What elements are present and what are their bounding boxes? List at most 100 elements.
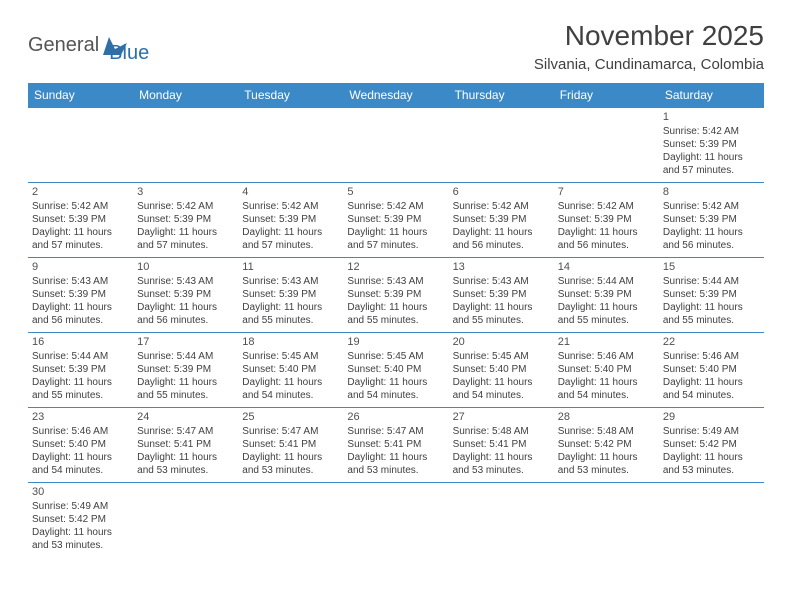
daylight-text: Daylight: 11 hours and 53 minutes. bbox=[137, 451, 234, 477]
day-number: 23 bbox=[32, 410, 129, 424]
calendar-cell: 28Sunrise: 5:48 AMSunset: 5:42 PMDayligh… bbox=[554, 408, 659, 483]
sunset-text: Sunset: 5:40 PM bbox=[663, 363, 760, 376]
sunrise-text: Sunrise: 5:47 AM bbox=[347, 425, 444, 438]
calendar-week-row: 2Sunrise: 5:42 AMSunset: 5:39 PMDaylight… bbox=[28, 183, 764, 258]
sunset-text: Sunset: 5:39 PM bbox=[453, 213, 550, 226]
calendar-body: 1Sunrise: 5:42 AMSunset: 5:39 PMDaylight… bbox=[28, 108, 764, 558]
day-number: 22 bbox=[663, 335, 760, 349]
daylight-text: Daylight: 11 hours and 54 minutes. bbox=[453, 376, 550, 402]
sunset-text: Sunset: 5:42 PM bbox=[32, 513, 129, 526]
logo: General Blue bbox=[28, 26, 149, 65]
sunset-text: Sunset: 5:40 PM bbox=[558, 363, 655, 376]
calendar-cell: 23Sunrise: 5:46 AMSunset: 5:40 PMDayligh… bbox=[28, 408, 133, 483]
calendar-cell: 29Sunrise: 5:49 AMSunset: 5:42 PMDayligh… bbox=[659, 408, 764, 483]
sunset-text: Sunset: 5:39 PM bbox=[347, 213, 444, 226]
day-number: 28 bbox=[558, 410, 655, 424]
day-number: 27 bbox=[453, 410, 550, 424]
calendar-cell: 1Sunrise: 5:42 AMSunset: 5:39 PMDaylight… bbox=[659, 108, 764, 183]
sunrise-text: Sunrise: 5:42 AM bbox=[663, 125, 760, 138]
calendar-cell: 27Sunrise: 5:48 AMSunset: 5:41 PMDayligh… bbox=[449, 408, 554, 483]
day-number: 5 bbox=[347, 185, 444, 199]
sunrise-text: Sunrise: 5:45 AM bbox=[347, 350, 444, 363]
sunrise-text: Sunrise: 5:43 AM bbox=[453, 275, 550, 288]
daylight-text: Daylight: 11 hours and 55 minutes. bbox=[453, 301, 550, 327]
sunset-text: Sunset: 5:42 PM bbox=[663, 438, 760, 451]
sunrise-text: Sunrise: 5:42 AM bbox=[453, 200, 550, 213]
daylight-text: Daylight: 11 hours and 54 minutes. bbox=[347, 376, 444, 402]
day-number: 10 bbox=[137, 260, 234, 274]
day-number: 4 bbox=[242, 185, 339, 199]
sunset-text: Sunset: 5:39 PM bbox=[663, 213, 760, 226]
daylight-text: Daylight: 11 hours and 53 minutes. bbox=[558, 451, 655, 477]
sunset-text: Sunset: 5:41 PM bbox=[137, 438, 234, 451]
day-header: Saturday bbox=[659, 83, 764, 108]
sunrise-text: Sunrise: 5:46 AM bbox=[663, 350, 760, 363]
day-number: 16 bbox=[32, 335, 129, 349]
daylight-text: Daylight: 11 hours and 55 minutes. bbox=[242, 301, 339, 327]
sunrise-text: Sunrise: 5:49 AM bbox=[32, 500, 129, 513]
calendar-cell: 8Sunrise: 5:42 AMSunset: 5:39 PMDaylight… bbox=[659, 183, 764, 258]
calendar-table: SundayMondayTuesdayWednesdayThursdayFrid… bbox=[28, 83, 764, 557]
calendar-cell: 9Sunrise: 5:43 AMSunset: 5:39 PMDaylight… bbox=[28, 258, 133, 333]
sunset-text: Sunset: 5:41 PM bbox=[242, 438, 339, 451]
calendar-cell bbox=[449, 108, 554, 183]
daylight-text: Daylight: 11 hours and 55 minutes. bbox=[558, 301, 655, 327]
daylight-text: Daylight: 11 hours and 57 minutes. bbox=[242, 226, 339, 252]
day-number: 19 bbox=[347, 335, 444, 349]
header: General Blue November 2025 Silvania, Cun… bbox=[28, 20, 764, 73]
sunset-text: Sunset: 5:42 PM bbox=[558, 438, 655, 451]
day-number: 24 bbox=[137, 410, 234, 424]
sunrise-text: Sunrise: 5:47 AM bbox=[242, 425, 339, 438]
calendar-week-row: 9Sunrise: 5:43 AMSunset: 5:39 PMDaylight… bbox=[28, 258, 764, 333]
sunset-text: Sunset: 5:39 PM bbox=[32, 363, 129, 376]
calendar-cell bbox=[133, 483, 238, 558]
calendar-cell: 15Sunrise: 5:44 AMSunset: 5:39 PMDayligh… bbox=[659, 258, 764, 333]
calendar-cell bbox=[554, 108, 659, 183]
sunrise-text: Sunrise: 5:42 AM bbox=[32, 200, 129, 213]
daylight-text: Daylight: 11 hours and 54 minutes. bbox=[663, 376, 760, 402]
calendar-cell bbox=[449, 483, 554, 558]
daylight-text: Daylight: 11 hours and 55 minutes. bbox=[347, 301, 444, 327]
sunrise-text: Sunrise: 5:45 AM bbox=[453, 350, 550, 363]
day-number: 7 bbox=[558, 185, 655, 199]
sunrise-text: Sunrise: 5:42 AM bbox=[242, 200, 339, 213]
day-number: 14 bbox=[558, 260, 655, 274]
calendar-cell: 5Sunrise: 5:42 AMSunset: 5:39 PMDaylight… bbox=[343, 183, 448, 258]
calendar-cell: 11Sunrise: 5:43 AMSunset: 5:39 PMDayligh… bbox=[238, 258, 343, 333]
day-number: 30 bbox=[32, 485, 129, 499]
daylight-text: Daylight: 11 hours and 56 minutes. bbox=[137, 301, 234, 327]
calendar-cell: 16Sunrise: 5:44 AMSunset: 5:39 PMDayligh… bbox=[28, 333, 133, 408]
calendar-week-row: 16Sunrise: 5:44 AMSunset: 5:39 PMDayligh… bbox=[28, 333, 764, 408]
sunset-text: Sunset: 5:39 PM bbox=[137, 213, 234, 226]
daylight-text: Daylight: 11 hours and 56 minutes. bbox=[558, 226, 655, 252]
sunrise-text: Sunrise: 5:42 AM bbox=[347, 200, 444, 213]
calendar-cell: 21Sunrise: 5:46 AMSunset: 5:40 PMDayligh… bbox=[554, 333, 659, 408]
sunrise-text: Sunrise: 5:42 AM bbox=[137, 200, 234, 213]
calendar-cell: 26Sunrise: 5:47 AMSunset: 5:41 PMDayligh… bbox=[343, 408, 448, 483]
sunrise-text: Sunrise: 5:43 AM bbox=[347, 275, 444, 288]
sunset-text: Sunset: 5:39 PM bbox=[347, 288, 444, 301]
day-header-row: SundayMondayTuesdayWednesdayThursdayFrid… bbox=[28, 83, 764, 108]
sunrise-text: Sunrise: 5:49 AM bbox=[663, 425, 760, 438]
day-header: Sunday bbox=[28, 83, 133, 108]
day-header: Monday bbox=[133, 83, 238, 108]
calendar-cell: 2Sunrise: 5:42 AMSunset: 5:39 PMDaylight… bbox=[28, 183, 133, 258]
sunset-text: Sunset: 5:40 PM bbox=[453, 363, 550, 376]
title-block: November 2025 Silvania, Cundinamarca, Co… bbox=[534, 20, 764, 73]
calendar-cell bbox=[343, 483, 448, 558]
calendar-cell: 25Sunrise: 5:47 AMSunset: 5:41 PMDayligh… bbox=[238, 408, 343, 483]
calendar-cell: 3Sunrise: 5:42 AMSunset: 5:39 PMDaylight… bbox=[133, 183, 238, 258]
day-number: 29 bbox=[663, 410, 760, 424]
daylight-text: Daylight: 11 hours and 57 minutes. bbox=[347, 226, 444, 252]
day-number: 2 bbox=[32, 185, 129, 199]
sunrise-text: Sunrise: 5:45 AM bbox=[242, 350, 339, 363]
sunrise-text: Sunrise: 5:43 AM bbox=[242, 275, 339, 288]
day-number: 25 bbox=[242, 410, 339, 424]
day-number: 9 bbox=[32, 260, 129, 274]
daylight-text: Daylight: 11 hours and 55 minutes. bbox=[32, 376, 129, 402]
daylight-text: Daylight: 11 hours and 54 minutes. bbox=[32, 451, 129, 477]
calendar-cell: 19Sunrise: 5:45 AMSunset: 5:40 PMDayligh… bbox=[343, 333, 448, 408]
day-number: 20 bbox=[453, 335, 550, 349]
sunrise-text: Sunrise: 5:43 AM bbox=[137, 275, 234, 288]
calendar-cell: 22Sunrise: 5:46 AMSunset: 5:40 PMDayligh… bbox=[659, 333, 764, 408]
